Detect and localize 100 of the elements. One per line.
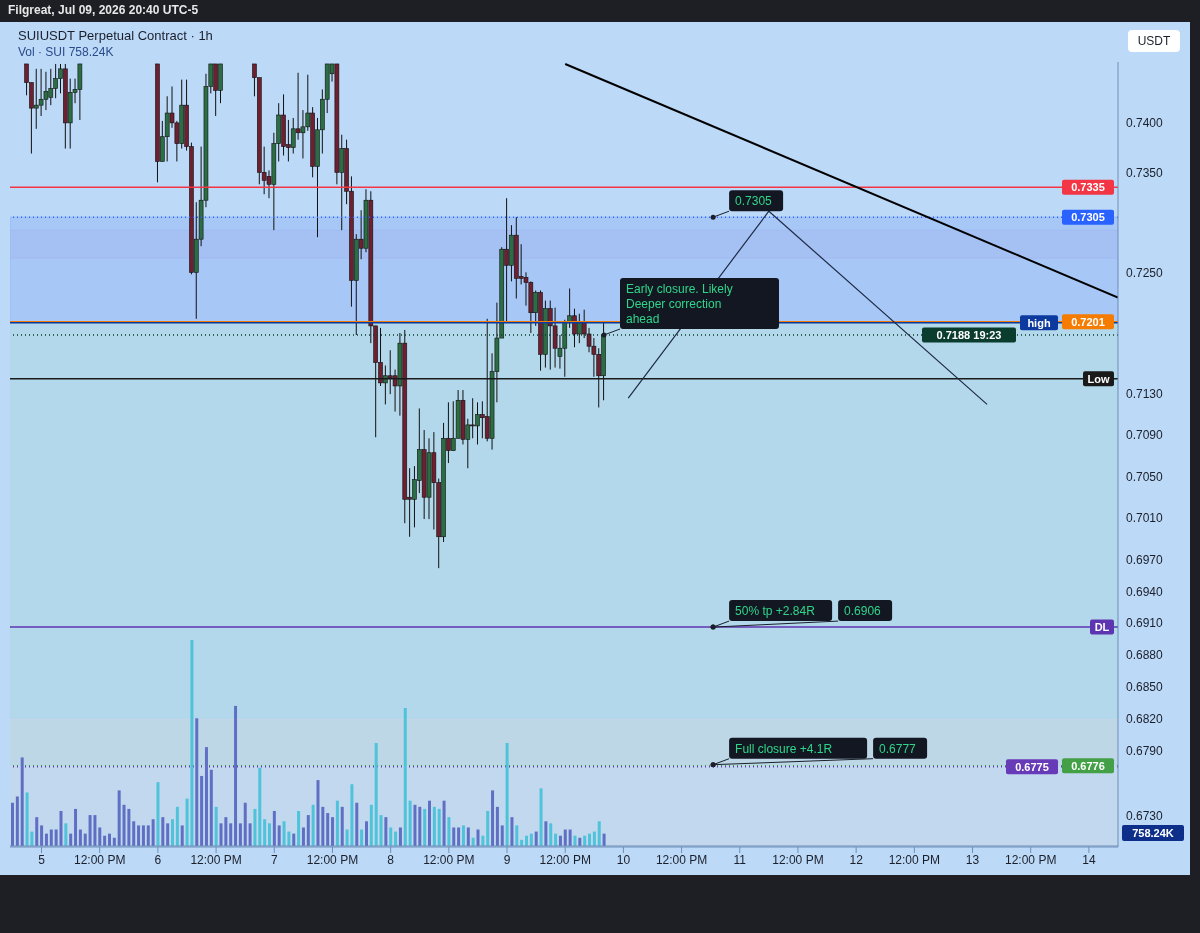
y-tick-label: 0.7350 xyxy=(1126,165,1164,180)
bar xyxy=(117,790,121,846)
annotation: 0.6777 xyxy=(879,741,917,756)
bar xyxy=(248,823,252,846)
bar xyxy=(200,775,204,846)
bar xyxy=(238,823,242,846)
bar xyxy=(122,804,126,846)
x-tick-label: 8 xyxy=(387,852,395,867)
bar xyxy=(74,808,78,846)
bar xyxy=(59,810,63,846)
bar xyxy=(277,825,281,846)
bar xyxy=(374,743,378,846)
annotation: Full closure +4.1R xyxy=(735,741,833,756)
bar xyxy=(141,825,145,846)
bar xyxy=(369,804,373,846)
ref-line-label: 0.6775 xyxy=(1015,760,1049,773)
x-tick-label: 9 xyxy=(503,852,511,867)
bar xyxy=(350,784,354,846)
bar xyxy=(539,788,543,846)
bar xyxy=(476,829,480,846)
bar xyxy=(563,829,567,846)
bar xyxy=(146,825,150,846)
bar xyxy=(340,806,344,846)
bar xyxy=(510,817,514,846)
text: 758.24K xyxy=(1132,827,1174,839)
ref-line-label: 0.7305 xyxy=(1071,211,1105,224)
bar xyxy=(137,825,141,846)
bar xyxy=(364,821,368,846)
bar xyxy=(234,705,238,846)
bar xyxy=(156,782,160,846)
x-tick-label: 13 xyxy=(965,852,980,867)
bar xyxy=(297,810,301,846)
bar xyxy=(408,800,412,846)
bar xyxy=(132,821,136,846)
bar xyxy=(253,808,257,846)
x-tick-label: 12:00 PM xyxy=(888,852,941,867)
bar xyxy=(389,827,393,846)
bar xyxy=(394,831,398,846)
bar xyxy=(413,804,417,846)
bar xyxy=(457,827,461,846)
bar xyxy=(161,817,165,846)
x-tick-label: 7 xyxy=(270,852,278,867)
x-tick-label: 14 xyxy=(1082,852,1096,867)
ref-line-label: 0.7201 xyxy=(1071,315,1105,328)
bar xyxy=(15,796,19,846)
bar xyxy=(597,821,601,846)
bar xyxy=(151,819,155,846)
bar xyxy=(204,747,208,846)
x-tick-label: 12:00 PM xyxy=(1005,852,1057,867)
y-tick-label: 0.7010 xyxy=(1126,511,1164,526)
y-tick-label: 0.7050 xyxy=(1126,469,1164,484)
bar xyxy=(64,823,68,846)
bar xyxy=(331,817,335,846)
bar xyxy=(461,825,465,846)
bar xyxy=(88,815,92,846)
bar xyxy=(98,827,102,846)
bar xyxy=(25,792,29,846)
bar xyxy=(398,827,402,846)
y-tick-label: 0.7130 xyxy=(1126,387,1164,402)
bar xyxy=(321,806,325,846)
bar xyxy=(171,819,175,846)
annotation: 50% tp +2.84R xyxy=(735,604,816,619)
bar xyxy=(209,769,213,846)
x-tick-label: 12:00 PM xyxy=(655,852,708,867)
ref-line-label: 0.6776 xyxy=(1071,759,1105,772)
ref-line-label: 0.7188 19:23 xyxy=(936,329,1002,342)
bar xyxy=(379,815,383,846)
bar xyxy=(93,815,97,846)
bar xyxy=(195,718,199,846)
annotation: 0.7305 xyxy=(735,194,773,209)
note-callout: Early closure. Likely Deeper correction ahead xyxy=(601,278,779,338)
y-tick-label: 0.6820 xyxy=(1126,711,1164,726)
x-tick-label: 11 xyxy=(733,852,747,867)
x-tick-label: 12:00 PM xyxy=(772,852,824,867)
bar xyxy=(335,800,339,846)
bar xyxy=(486,810,490,846)
ref-line-label: high xyxy=(1027,316,1051,329)
bar xyxy=(190,640,194,846)
bar xyxy=(78,829,82,846)
bar xyxy=(35,817,39,846)
y-tick-label: 0.7250 xyxy=(1126,265,1164,280)
bar xyxy=(316,780,320,846)
bar xyxy=(20,757,24,846)
annotation: Early closure. Likely Deeper correction ahead xyxy=(626,282,733,327)
bar xyxy=(423,808,427,846)
bar xyxy=(544,821,548,846)
x-tick-label: 12:00 PM xyxy=(539,852,591,867)
bar xyxy=(127,808,131,846)
text: Filgreat, Jul 09, 2026 20:40 UTC-5 xyxy=(8,3,199,17)
chart-title: SUIUSDT Perpetual Contract · 1h xyxy=(18,28,213,43)
x-tick-label: 5 xyxy=(38,852,46,867)
bar xyxy=(224,817,228,846)
note-callout: 0.7305 xyxy=(710,190,784,220)
bar xyxy=(229,823,233,846)
y-tick-label: 0.6730 xyxy=(1126,808,1164,823)
bar xyxy=(447,817,451,846)
bar xyxy=(549,823,553,846)
bar xyxy=(263,819,267,846)
bar xyxy=(418,806,422,846)
bar xyxy=(432,806,436,846)
